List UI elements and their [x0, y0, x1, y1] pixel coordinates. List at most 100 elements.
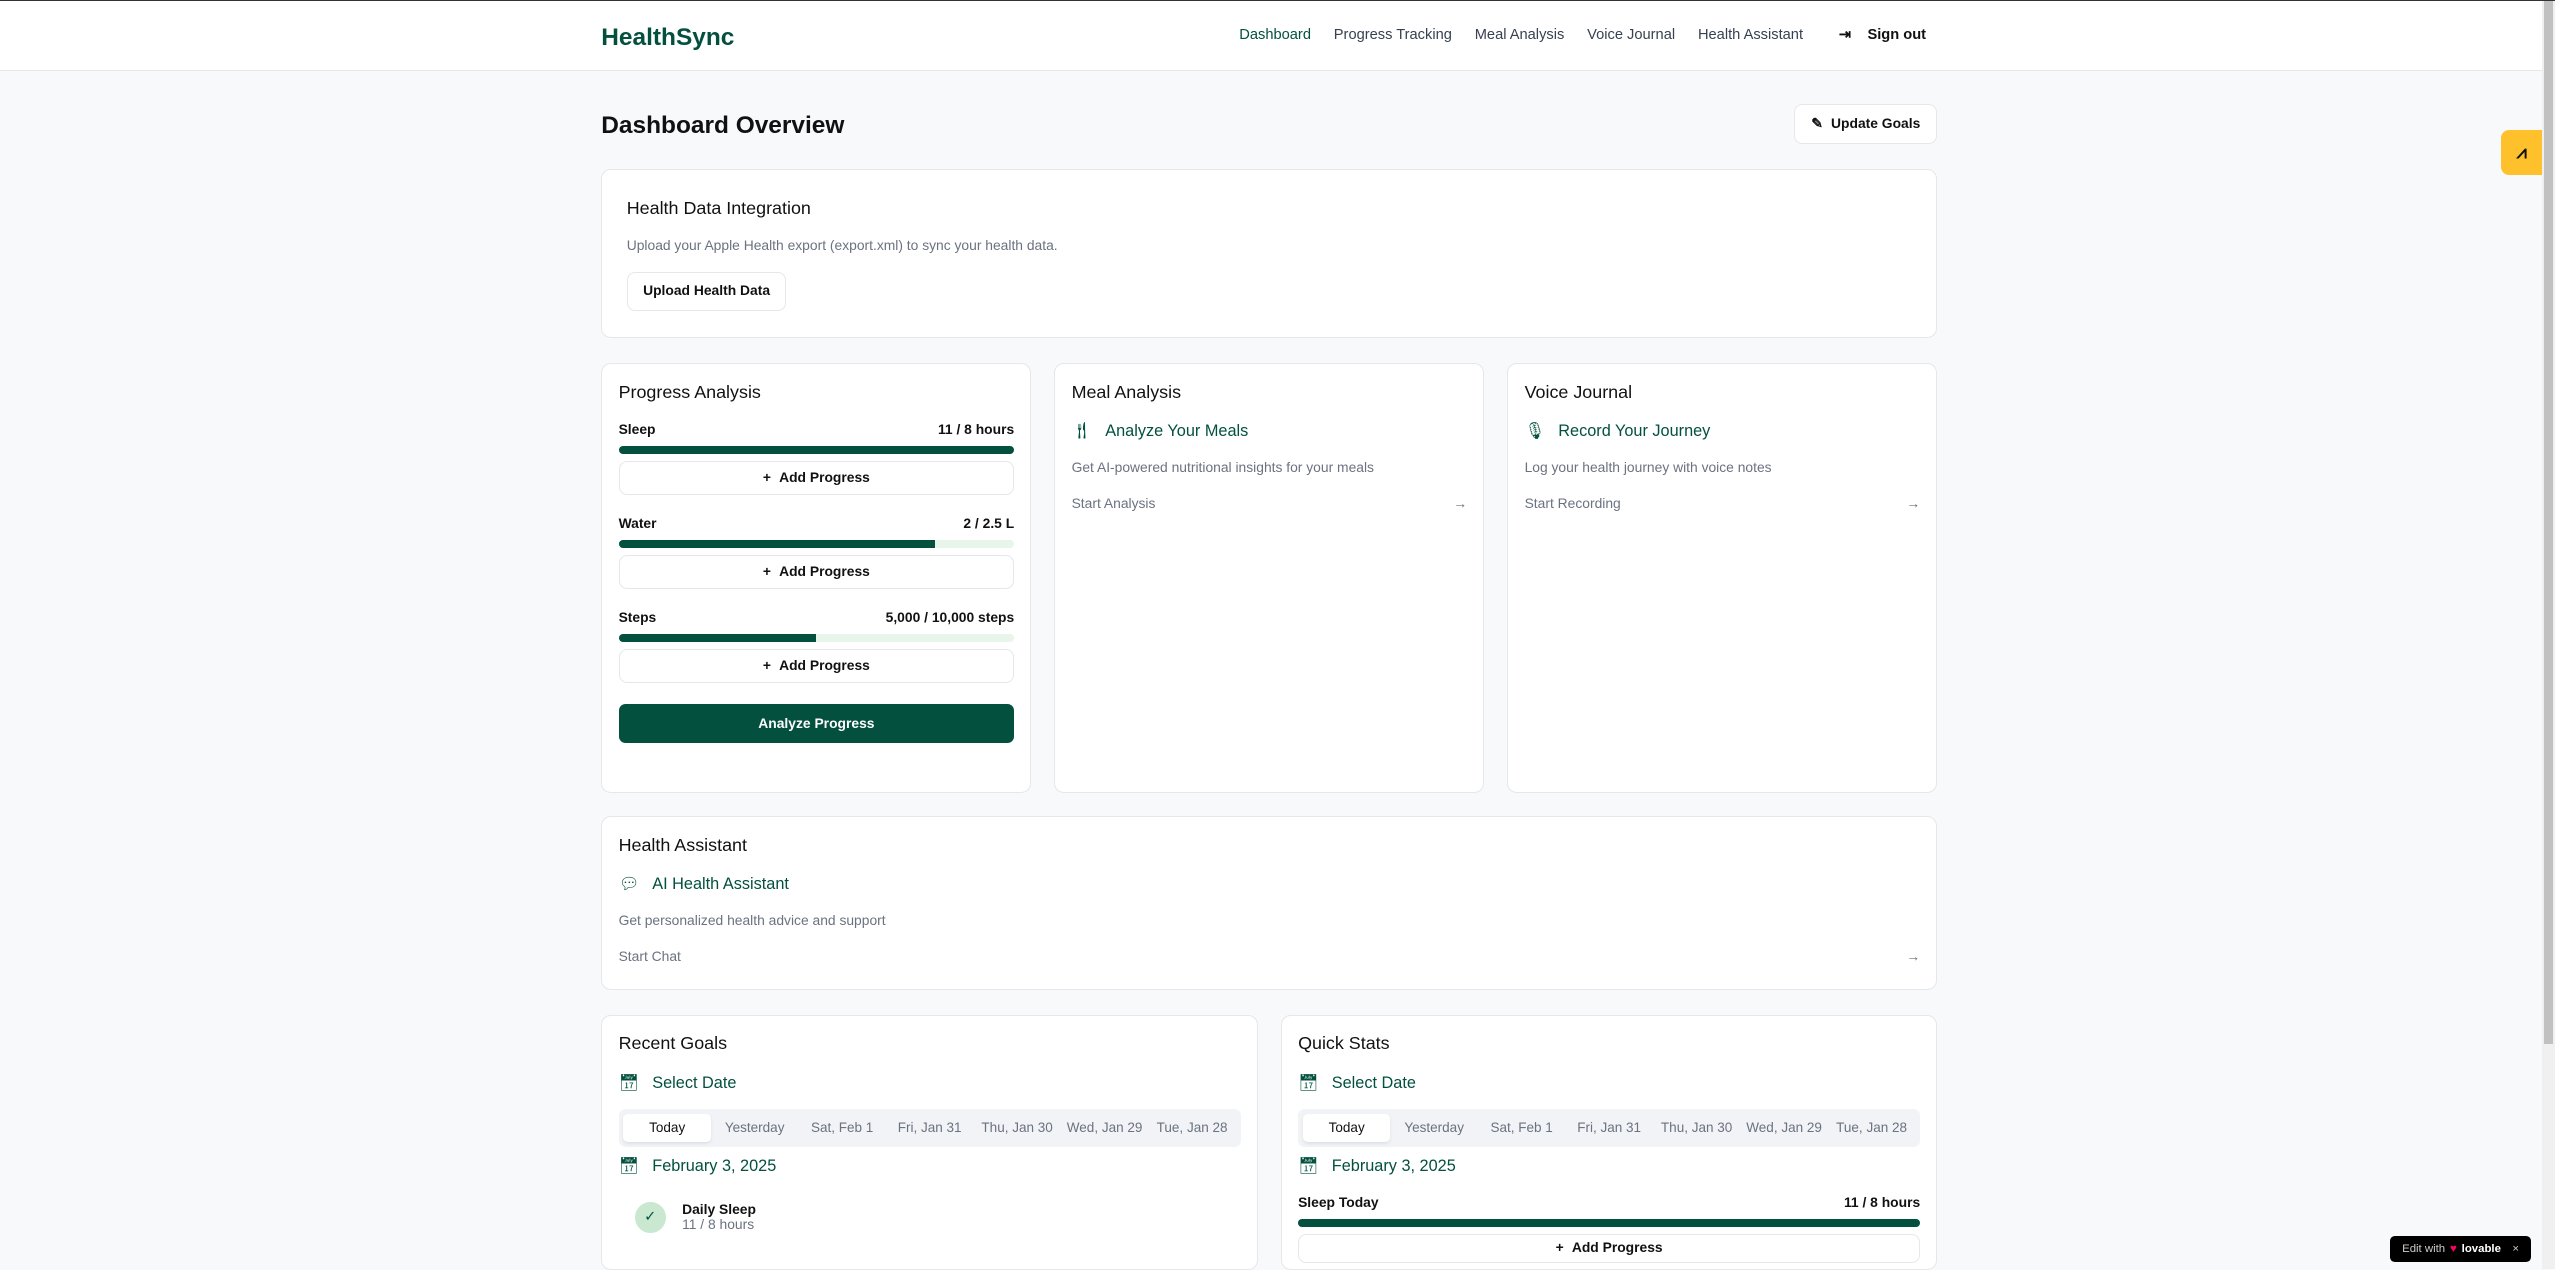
sign-out-label: Sign out [1867, 27, 1927, 44]
widget-launcher-icon[interactable]: ⩘ [2501, 129, 2543, 176]
selected-date: February 3, 2025 [1331, 1156, 1456, 1175]
scrollbar-thumb[interactable] [2543, 1, 2554, 1044]
microphone-icon: 🎙︎ [1524, 421, 1546, 440]
metric-value: 5,000 / 10,000 steps [885, 609, 1015, 625]
metric-label: Sleep [618, 420, 656, 437]
close-icon[interactable]: × [2512, 1242, 2519, 1255]
date-tab[interactable]: Today [1302, 1113, 1391, 1143]
date-tab[interactable]: Wed, Jan 29 [1746, 1120, 1822, 1136]
select-date-button[interactable]: 📅︎ Select Date [1298, 1074, 1920, 1093]
feature-description: Get AI-powered nutritional insights for … [1071, 459, 1374, 476]
metric-sleep: Sleep 11 / 8 hours + Add Progress [618, 420, 1015, 495]
progress-analysis-card: Progress Analysis Sleep 11 / 8 hours + Add … [601, 362, 1032, 793]
feature-title: Analyze Your Meals [1105, 421, 1249, 440]
feature-description: Log your health journey with voice notes [1524, 459, 1772, 476]
add-progress-label: Add Progress [779, 468, 870, 485]
date-tab[interactable]: Fri, Jan 31 [1577, 1120, 1642, 1136]
date-tab[interactable]: Sat, Feb 1 [1490, 1120, 1553, 1136]
select-date-label: Select Date [652, 1073, 737, 1092]
nav-progress-tracking[interactable]: Progress Tracking [1333, 27, 1452, 44]
calendar-icon: 📅︎ [1298, 1156, 1319, 1175]
feature-title: AI Health Assistant [652, 874, 789, 893]
plus-icon: + [762, 656, 771, 673]
update-goals-label: Update Goals [1831, 115, 1921, 132]
add-progress-button[interactable]: + Add Progress [618, 460, 1015, 495]
date-tab[interactable]: Tue, Jan 28 [1836, 1120, 1908, 1136]
stat-value: 11 / 8 hours [1844, 1194, 1921, 1210]
health-data-integration-card: Health Data Integration Upload your Appl… [601, 168, 1938, 339]
link-label: Start Recording [1524, 494, 1621, 511]
logout-icon: ⇥ [1838, 27, 1852, 44]
stat-label: Sleep Today [1298, 1194, 1379, 1210]
progress-bar [618, 445, 1015, 454]
calendar-icon: 📅︎ [1298, 1073, 1319, 1092]
metric-label: Water [618, 514, 657, 531]
date-tab[interactable]: Yesterday [1404, 1120, 1464, 1136]
card-title: Voice Journal [1524, 381, 1633, 402]
scrollbar[interactable] [2542, 1, 2555, 1269]
analyze-progress-button[interactable]: Analyze Progress [618, 704, 1015, 744]
metric-value: 2 / 2.5 L [963, 514, 1015, 531]
meal-analysis-card: Meal Analysis 🍴︎ Analyze Your Meals Get A… [1054, 362, 1485, 793]
arrow-right-icon: → [1906, 494, 1921, 511]
date-tab[interactable]: Thu, Jan 30 [1660, 1120, 1733, 1136]
arrow-right-icon: → [1906, 947, 1921, 964]
metric-water: Water 2 / 2.5 L + Add Progress [618, 514, 1015, 589]
add-progress-label: Add Progress [779, 562, 870, 579]
badge-text: Edit with [2402, 1242, 2446, 1255]
select-date-button[interactable]: 📅︎ Select Date [619, 1074, 1241, 1093]
metric-steps: Steps 5,000 / 10,000 steps + Add Progress [618, 609, 1015, 683]
pencil-icon: ✎ [1811, 115, 1823, 132]
feature-description: Get personalized health advice and suppo… [618, 912, 886, 929]
goal-item: ✓ Daily Sleep 11 / 8 hours [619, 1200, 1241, 1234]
start-analysis-link[interactable]: Start Analysis → [1071, 494, 1468, 512]
voice-journal-card: Voice Journal 🎙︎ Record Your Journey Log … [1507, 362, 1938, 793]
update-goals-button[interactable]: ✎ Update Goals [1794, 103, 1938, 145]
calendar-icon: 📅︎ [618, 1156, 640, 1175]
card-title: Progress Analysis [618, 381, 761, 402]
metric-value: 11 / 8 hours [938, 420, 1015, 437]
utensils-icon: 🍴︎ [1071, 421, 1093, 440]
select-date-label: Select Date [1331, 1073, 1416, 1092]
date-tab[interactable]: Thu, Jan 30 [981, 1120, 1053, 1136]
add-progress-button[interactable]: + Add Progress [618, 648, 1015, 683]
nav-meal-analysis[interactable]: Meal Analysis [1474, 27, 1565, 44]
top-nav: HealthSync Dashboard Progress Tracking M… [0, 1, 2555, 72]
arrow-right-icon: → [1453, 494, 1468, 511]
add-progress-button[interactable]: + Add Progress [1298, 1233, 1921, 1264]
check-icon: ✓ [634, 1201, 666, 1233]
date-tab[interactable]: Wed, Jan 29 [1066, 1120, 1143, 1136]
date-tab[interactable]: Tue, Jan 28 [1156, 1120, 1228, 1136]
badge-brand: lovable [2461, 1242, 2501, 1255]
page-title: Dashboard Overview [601, 111, 845, 139]
link-label: Start Analysis [1071, 494, 1156, 511]
sign-out-button[interactable]: ⇥ Sign out [1839, 27, 1926, 44]
heart-icon: ♥ [2450, 1242, 2457, 1255]
nav-health-assistant[interactable]: Health Assistant [1697, 27, 1804, 44]
add-progress-label: Add Progress [779, 656, 870, 673]
start-recording-link[interactable]: Start Recording → [1524, 494, 1921, 512]
goal-name: Daily Sleep [682, 1200, 756, 1217]
feature-title: Record Your Journey [1558, 421, 1711, 440]
recent-goals-card: Recent Goals 📅︎ Select Date Today Yesterda… [601, 1014, 1258, 1270]
link-label: Start Chat [618, 947, 681, 964]
edit-with-lovable-badge[interactable]: Edit with ♥ lovable × [2390, 1236, 2531, 1263]
card-title: Meal Analysis [1071, 381, 1182, 402]
plus-icon: + [762, 468, 771, 485]
sleep-progress-bar [1298, 1219, 1921, 1228]
date-tab[interactable]: Fri, Jan 31 [897, 1120, 962, 1136]
date-tab[interactable]: Sat, Feb 1 [810, 1120, 874, 1136]
date-tab[interactable]: Today [623, 1113, 711, 1143]
app-logo[interactable]: HealthSync [601, 23, 735, 51]
progress-bar [618, 539, 1015, 549]
start-chat-link[interactable]: Start Chat → [618, 947, 1921, 965]
card-title: Recent Goals [618, 1033, 728, 1054]
nav-voice-journal[interactable]: Voice Journal [1587, 27, 1676, 44]
card-title: Health Data Integration [626, 197, 811, 218]
selected-date: February 3, 2025 [652, 1156, 777, 1175]
date-tab[interactable]: Yesterday [724, 1120, 785, 1136]
card-description: Upload your Apple Health export (export.… [626, 236, 1058, 253]
nav-dashboard[interactable]: Dashboard [1239, 27, 1311, 44]
add-progress-button[interactable]: + Add Progress [618, 554, 1015, 589]
upload-health-data-button[interactable]: Upload Health Data [626, 271, 787, 311]
